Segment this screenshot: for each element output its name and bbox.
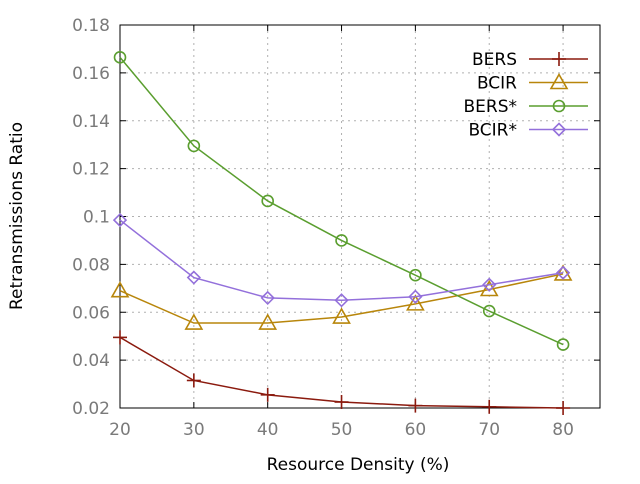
- data-point: [186, 270, 201, 285]
- y-tick-label: 0.08: [72, 255, 110, 275]
- data-point: [556, 338, 570, 351]
- y-tick-label: 0.14: [72, 112, 110, 132]
- y-tick-label: 0.16: [72, 64, 110, 84]
- y-tick-label: 0.18: [72, 16, 110, 36]
- x-axis-label: Resource Density (%): [267, 455, 450, 475]
- legend-label: BERS*: [463, 97, 517, 117]
- data-point: [408, 289, 423, 304]
- series-bcir: [110, 264, 573, 330]
- data-point: [184, 313, 204, 330]
- series-line: [119, 273, 564, 324]
- x-tick-label: 70: [478, 420, 500, 440]
- data-point: [482, 304, 496, 318]
- y-axis-label: Retransmissions Ratio: [7, 122, 27, 310]
- data-point: [555, 265, 571, 280]
- legend-marker: [551, 122, 567, 137]
- data-point: [187, 139, 201, 153]
- data-point: [113, 330, 127, 345]
- data-point: [334, 293, 349, 308]
- grid: [120, 25, 600, 408]
- legend-entry: BERS*: [463, 97, 588, 117]
- legend-label: BCIR*: [468, 121, 517, 141]
- data-point: [260, 387, 275, 402]
- data-point: [261, 194, 274, 208]
- data-point: [482, 277, 497, 292]
- legend-label: BERS: [472, 50, 517, 70]
- data-point: [479, 279, 499, 297]
- series-line: [119, 219, 564, 302]
- y-tick-label: 0.06: [72, 303, 110, 323]
- series-bers-star: [113, 51, 570, 351]
- legend: BERS BCIR BERS* BCIR*: [463, 50, 588, 141]
- data-point: [335, 234, 348, 247]
- legend-entry: BCIR*: [468, 121, 588, 141]
- legend-marker: [552, 52, 566, 66]
- series-bers: [113, 330, 571, 415]
- legend-marker: [552, 99, 566, 113]
- data-point: [186, 373, 201, 388]
- x-tick-label: 20: [109, 420, 131, 440]
- y-tick-label: 0.02: [72, 399, 110, 419]
- data-point: [409, 268, 422, 282]
- x-tick-label: 30: [183, 420, 205, 440]
- data-point: [406, 294, 425, 311]
- data-point: [482, 399, 497, 414]
- data-point: [332, 307, 351, 324]
- x-tick-label: 80: [552, 420, 574, 440]
- legend-entry: BERS: [472, 50, 588, 70]
- legend-marker: [549, 72, 569, 90]
- x-tick-label: 50: [331, 420, 353, 440]
- data-point: [260, 290, 275, 306]
- legend-entry: BCIR: [477, 72, 588, 94]
- y-tick-label: 0.12: [72, 160, 110, 180]
- y-tick-label: 0.1: [83, 208, 110, 228]
- x-tick-label: 60: [405, 420, 427, 440]
- data-point: [556, 401, 571, 415]
- series-line: [119, 56, 564, 346]
- axis-ticks: 0.02 0.04 0.06 0.08 0.1 0.12 0.14 0.16 0.18 20 30 4…: [72, 16, 600, 440]
- legend-label: BCIR: [477, 74, 517, 94]
- y-tick-label: 0.04: [72, 351, 110, 371]
- data-point: [408, 398, 423, 413]
- data-point: [112, 212, 128, 228]
- data-point: [258, 313, 278, 330]
- data-point: [113, 51, 127, 64]
- x-tick-label: 40: [257, 420, 279, 440]
- data-point: [334, 395, 349, 410]
- data-point: [110, 281, 130, 298]
- series-bcir-star: [112, 212, 571, 308]
- series-lines: [110, 51, 573, 415]
